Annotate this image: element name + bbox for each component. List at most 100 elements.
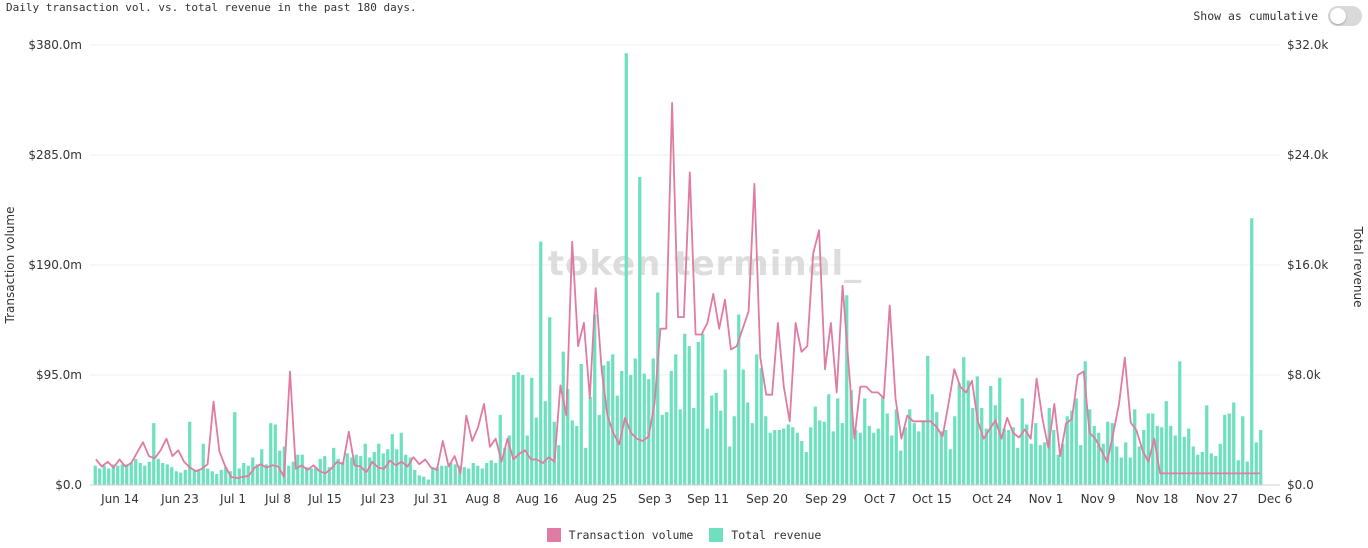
- revenue-bar: [170, 467, 174, 485]
- revenue-bar: [1083, 361, 1087, 485]
- revenue-bar: [305, 467, 309, 485]
- revenue-bar: [129, 463, 133, 485]
- revenue-bar: [566, 388, 570, 485]
- revenue-bar: [372, 452, 376, 485]
- revenue-bar: [1025, 424, 1029, 485]
- revenue-bar: [1250, 218, 1254, 485]
- left-axis-title: Transaction volume: [3, 207, 17, 325]
- revenue-bar: [962, 357, 966, 485]
- revenue-bar: [858, 432, 862, 485]
- revenue-bar: [705, 428, 709, 485]
- x-tick-label: Nov 1: [1029, 492, 1064, 506]
- revenue-bar: [422, 476, 426, 485]
- revenue-bar: [669, 370, 673, 485]
- revenue-bar: [471, 463, 475, 485]
- revenue-bar: [503, 447, 507, 485]
- revenue-bar: [1065, 416, 1069, 485]
- revenue-bar: [102, 465, 106, 485]
- revenue-bar: [822, 421, 826, 485]
- revenue-bar: [1097, 432, 1101, 485]
- revenue-bar: [548, 317, 552, 485]
- x-tick-label: Jun 14: [100, 492, 139, 506]
- revenue-bar: [440, 465, 444, 485]
- revenue-bar: [183, 469, 187, 485]
- revenue-bar: [1074, 398, 1078, 485]
- revenue-bar: [867, 425, 871, 485]
- revenue-bar: [786, 424, 790, 485]
- revenue-bar: [224, 467, 228, 485]
- revenue-bar: [453, 464, 457, 485]
- x-tick-label: Sep 3: [638, 492, 672, 506]
- revenue-bar: [188, 421, 192, 485]
- revenue-bar: [840, 423, 844, 485]
- right-tick-label: $16.0k: [1287, 258, 1328, 272]
- revenue-bar: [791, 427, 795, 485]
- revenue-bar: [854, 430, 858, 485]
- revenue-bar: [1191, 446, 1195, 485]
- x-tick-label: Sep 29: [805, 492, 847, 506]
- revenue-bar: [1043, 442, 1047, 485]
- revenue-bar: [611, 354, 615, 485]
- revenue-bar: [1173, 435, 1177, 485]
- revenue-bar: [1214, 456, 1218, 485]
- revenue-bar: [1056, 454, 1060, 485]
- revenue-bar: [242, 463, 246, 485]
- x-axis-ticks: Jun 14 Jun 23 Jul 1 Jul 8 Jul 15 Jul 23 Jul 31…: [100, 492, 1292, 506]
- revenue-bar: [804, 452, 808, 485]
- legend-item-total-revenue[interactable]: Total revenue: [709, 528, 821, 542]
- left-axis-ticks: $0.0 $95.0m $190.0m $285.0m $380.0m: [28, 38, 82, 492]
- revenue-bar: [1016, 447, 1020, 485]
- revenue-bar: [534, 417, 538, 485]
- revenue-bar: [1052, 430, 1056, 485]
- revenue-bar: [723, 369, 727, 485]
- revenue-bar: [1254, 442, 1258, 485]
- revenue-bar: [894, 409, 898, 485]
- right-tick-label: $8.0k: [1287, 368, 1321, 382]
- revenue-bar: [1007, 430, 1011, 485]
- revenue-bar: [525, 435, 529, 485]
- revenue-bar: [350, 457, 354, 485]
- revenue-bar: [710, 395, 714, 485]
- revenue-bar: [561, 351, 565, 485]
- revenue-bar: [507, 435, 511, 485]
- revenue-bar: [1223, 414, 1227, 485]
- revenue-bar: [800, 441, 804, 485]
- revenue-bar: [921, 420, 925, 485]
- left-tick-label: $0.0: [55, 478, 82, 492]
- legend-item-transaction-volume[interactable]: Transaction volume: [546, 528, 693, 542]
- revenue-bar: [948, 449, 952, 485]
- right-axis-ticks: $0.0 $8.0k $16.0k $24.0k $32.0k: [1287, 38, 1328, 492]
- revenue-bar: [1187, 428, 1191, 485]
- revenue-bar: [620, 370, 624, 485]
- revenue-bar: [759, 368, 763, 485]
- revenue-bar: [147, 461, 151, 485]
- revenue-bar: [521, 375, 525, 485]
- revenue-bar: [300, 454, 304, 485]
- revenue-bar: [287, 465, 291, 485]
- revenue-bar: [165, 464, 169, 485]
- revenue-bar: [863, 398, 867, 485]
- x-tick-label: Aug 8: [466, 492, 501, 506]
- cumulative-toggle[interactable]: [1328, 6, 1362, 26]
- toggle-knob: [1330, 8, 1346, 24]
- revenue-bar: [1182, 436, 1186, 485]
- x-tick-label: Dec 6: [1258, 492, 1293, 506]
- x-tick-label: Jul 15: [307, 492, 342, 506]
- revenue-bar: [512, 375, 516, 485]
- revenue-bar: [1002, 428, 1006, 485]
- revenue-bar: [125, 464, 129, 485]
- revenue-bar: [291, 461, 295, 485]
- revenue-bar: [1128, 457, 1132, 485]
- revenue-bar: [476, 465, 480, 485]
- revenue-bar: [1133, 409, 1137, 485]
- revenue-bar: [944, 430, 948, 485]
- revenue-bar: [377, 443, 381, 485]
- right-axis-title: Total revenue: [1351, 226, 1365, 308]
- revenue-bar: [1124, 442, 1128, 485]
- revenue-bar: [206, 468, 210, 485]
- revenue-bar: [782, 428, 786, 485]
- revenue-bar: [912, 423, 916, 485]
- revenue-bar: [107, 468, 111, 485]
- revenue-bar: [1241, 416, 1245, 485]
- revenue-bar: [1119, 457, 1123, 485]
